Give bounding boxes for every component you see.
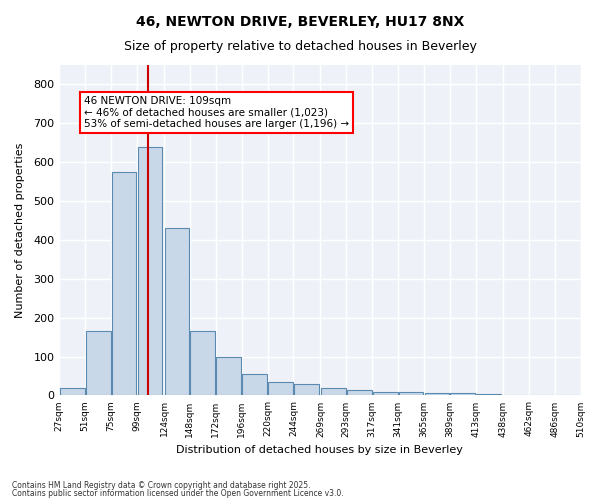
Text: Contains public sector information licensed under the Open Government Licence v3: Contains public sector information licen… xyxy=(12,488,344,498)
Bar xyxy=(164,228,190,396)
Bar xyxy=(60,388,85,396)
Bar xyxy=(137,146,163,396)
Bar xyxy=(268,382,293,396)
Text: 46 NEWTON DRIVE: 109sqm
← 46% of detached houses are smaller (1,023)
53% of semi: 46 NEWTON DRIVE: 109sqm ← 46% of detache… xyxy=(84,96,349,130)
Bar xyxy=(112,172,136,396)
Text: 46, NEWTON DRIVE, BEVERLEY, HU17 8NX: 46, NEWTON DRIVE, BEVERLEY, HU17 8NX xyxy=(136,15,464,29)
Text: Contains HM Land Registry data © Crown copyright and database right 2025.: Contains HM Land Registry data © Crown c… xyxy=(12,481,311,490)
Bar xyxy=(294,384,319,396)
Bar xyxy=(86,332,110,396)
Bar xyxy=(398,392,424,396)
Bar xyxy=(217,356,241,396)
Bar xyxy=(242,374,267,396)
Bar xyxy=(425,392,449,396)
Text: Size of property relative to detached houses in Beverley: Size of property relative to detached ho… xyxy=(124,40,476,53)
Bar xyxy=(451,394,475,396)
Y-axis label: Number of detached properties: Number of detached properties xyxy=(15,142,25,318)
Bar xyxy=(476,394,501,396)
Bar xyxy=(321,388,346,396)
Bar xyxy=(373,392,398,396)
Bar xyxy=(347,390,372,396)
Bar xyxy=(503,394,528,396)
X-axis label: Distribution of detached houses by size in Beverley: Distribution of detached houses by size … xyxy=(176,445,463,455)
Bar xyxy=(190,332,215,396)
